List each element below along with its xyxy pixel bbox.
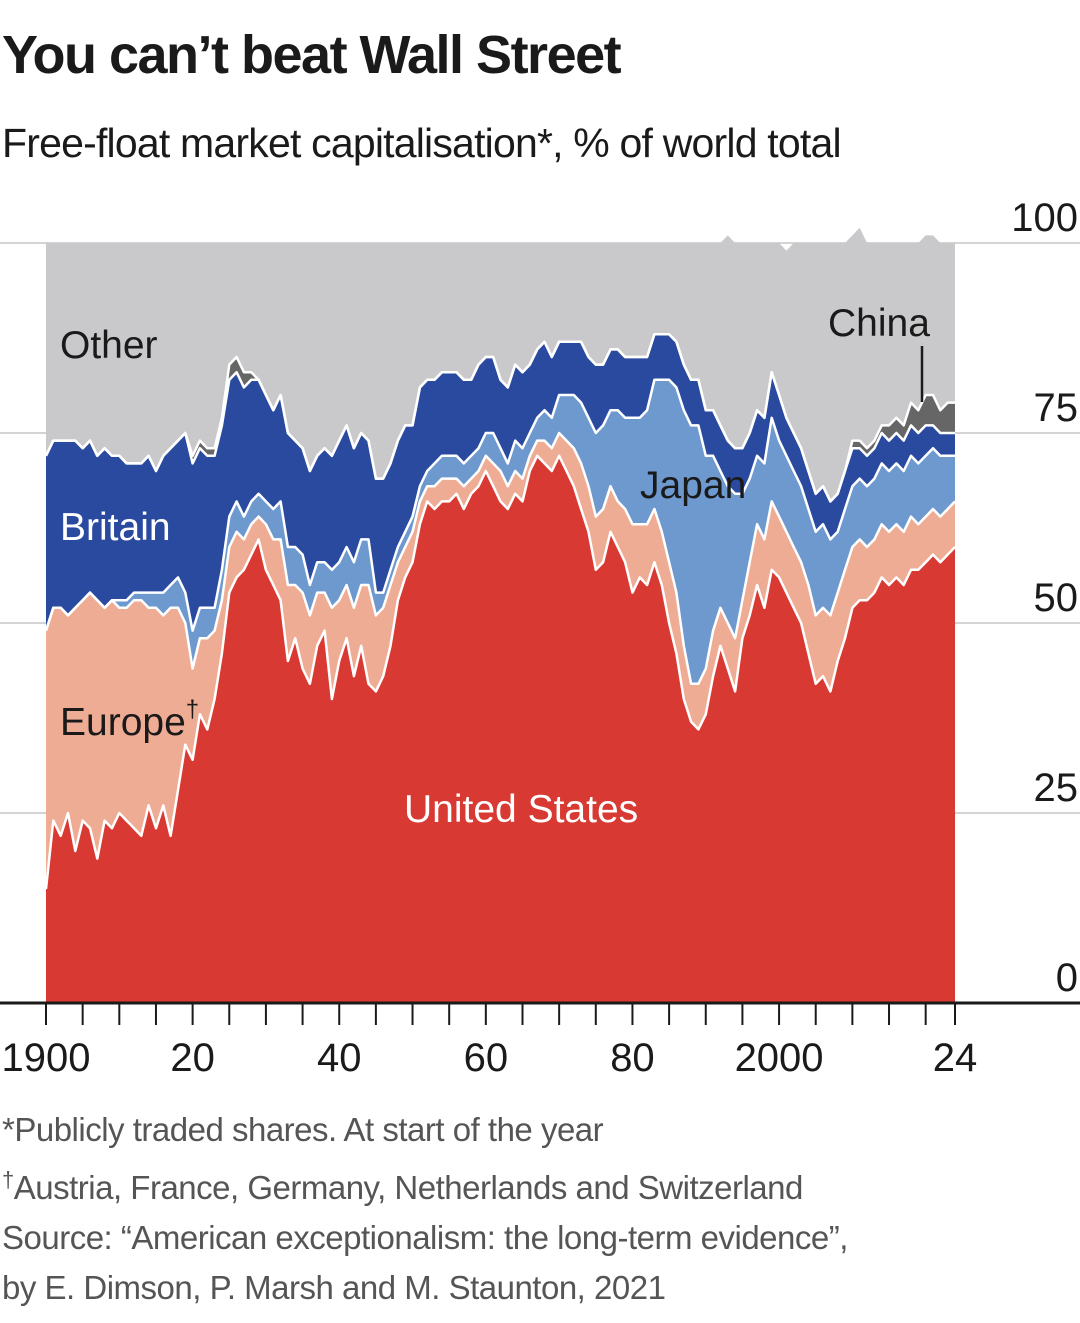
y-tick-label-25: 25 (1034, 766, 1079, 810)
label-japan: Japan (640, 464, 746, 507)
footnote-2-dagger: † (2, 1167, 14, 1192)
area-europe (46, 433, 955, 889)
boundary-china (44, 332, 955, 503)
boundary-europe (44, 431, 956, 686)
footnote-2-text: Austria, France, Germany, Netherlands an… (13, 1169, 804, 1206)
label-other: Other (60, 324, 158, 367)
stacked-area-chart: 1900 20 40 60 80 2000 24 100 75 50 25 0 Other Brit… (0, 196, 1080, 1080)
series-labels: Other Britain Europe† Japan United State… (60, 302, 930, 831)
area-united-states (46, 455, 955, 1003)
x-tick-label-2000: 2000 (735, 1036, 824, 1080)
source-line-2: by E. Dimson, P. Marsh and M. Staunton, … (2, 1269, 666, 1306)
footnote-2: †Austria, France, Germany, Netherlands a… (2, 1155, 848, 1213)
label-china: China (828, 302, 930, 345)
boundary-japan (44, 378, 955, 632)
y-tick-label-50: 50 (1034, 576, 1079, 620)
x-tick-label-40: 40 (317, 1036, 362, 1080)
source-line-1: Source: “American exceptionalism: the lo… (2, 1219, 848, 1256)
y-tick-label-0: 0 (1056, 956, 1078, 1000)
x-tick-label-1900: 1900 (2, 1036, 91, 1080)
area-series (44, 227, 956, 1003)
y-tick-label-75: 75 (1034, 386, 1079, 430)
x-tick-label-80: 80 (610, 1036, 655, 1080)
label-britain: Britain (60, 506, 171, 549)
boundary-united-states (44, 454, 956, 890)
area-other (46, 227, 955, 502)
area-japan (46, 379, 955, 684)
area-britain (46, 334, 955, 631)
x-tick-label-60: 60 (464, 1036, 509, 1080)
label-europe-text: Europe (60, 701, 186, 744)
label-europe: Europe† (60, 696, 199, 744)
label-united-states: United States (404, 788, 638, 831)
footnote-1: *Publicly traded shares. At start of the… (2, 1111, 604, 1148)
x-axis: 1900 20 40 60 80 2000 24 (0, 1001, 1080, 1080)
y-tick-label-100: 100 (1011, 196, 1078, 240)
y-axis-labels: 100 75 50 25 0 (1011, 196, 1078, 1000)
chart-subtitle: Free-float market capitalisation*, % of … (2, 120, 842, 166)
footnotes: *Publicly traded shares. At start of the… (2, 1105, 848, 1313)
chart-title: You can’t beat Wall Street (2, 25, 622, 85)
x-tick-label-20: 20 (170, 1036, 215, 1080)
label-europe-dagger: † (186, 696, 199, 723)
x-tick-label-24: 24 (933, 1036, 978, 1080)
